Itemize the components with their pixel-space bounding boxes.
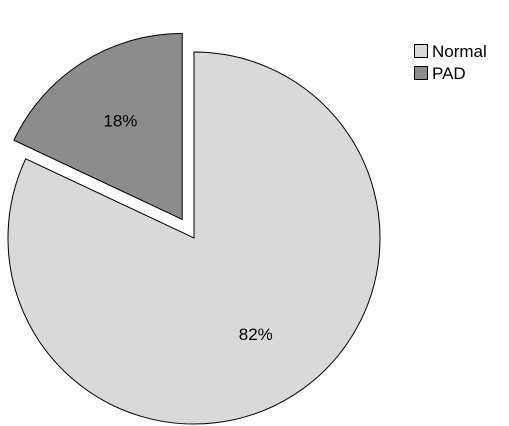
legend-item-normal: Normal — [414, 40, 487, 62]
pie-label-normal: 82% — [239, 325, 273, 344]
chart-legend: Normal PAD — [414, 40, 487, 84]
legend-label-pad: PAD — [432, 63, 466, 83]
pie-slice-pad — [13, 32, 183, 221]
legend-label-normal: Normal — [432, 41, 487, 61]
legend-swatch-normal — [414, 44, 428, 58]
pie-slice-normal — [7, 51, 381, 425]
pie-slices — [7, 32, 381, 425]
pie-chart: 82% 18% — [7, 32, 381, 425]
legend-item-pad: PAD — [414, 62, 487, 84]
pie-label-pad: 18% — [103, 112, 137, 131]
pie-labels: 82% 18% — [103, 112, 272, 344]
legend-swatch-pad — [414, 66, 428, 80]
